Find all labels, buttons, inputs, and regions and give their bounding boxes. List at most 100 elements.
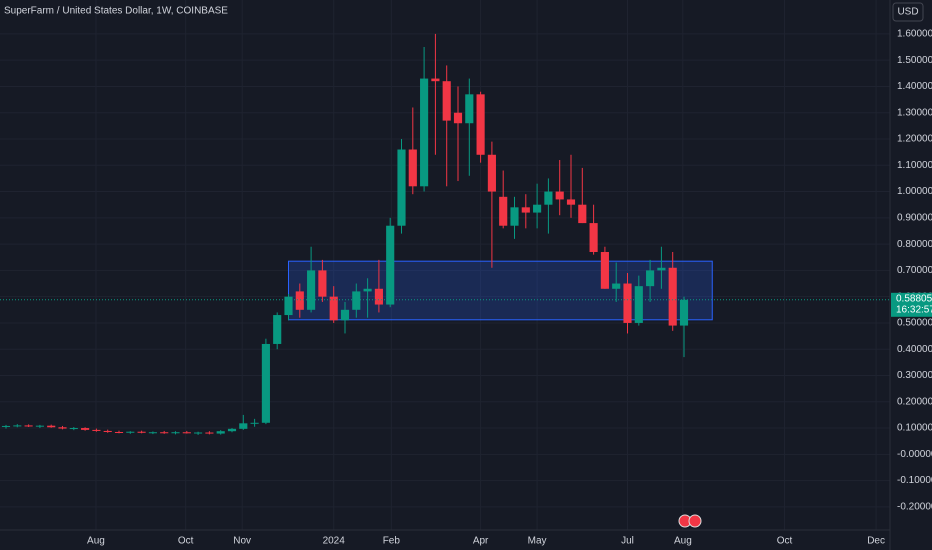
candle-body (600, 251, 609, 289)
candle-body (239, 423, 248, 429)
candle-body (307, 270, 316, 310)
candle-body (340, 309, 350, 321)
candle-body (386, 225, 395, 305)
candle-body (544, 191, 553, 205)
y-tick-label: 1.20000 (897, 134, 932, 145)
candle-body (533, 204, 542, 213)
candle-body (623, 283, 632, 323)
candle-body (216, 431, 225, 434)
candle-body (397, 149, 406, 226)
currency-button[interactable] (892, 2, 924, 22)
x-tick-label: Apr (473, 536, 489, 547)
y-tick-label: -0.10000 (897, 475, 932, 486)
candle-body (521, 207, 530, 213)
y-tick-label: -0.00000 (897, 449, 932, 460)
last-price-label: 0.58805 (896, 293, 932, 304)
candle-body (81, 428, 90, 430)
candle-body (431, 78, 440, 82)
candle-body (24, 425, 33, 427)
candle-body (47, 425, 56, 428)
y-tick-label: 1.60000 (897, 29, 932, 40)
candle-body (250, 422, 259, 424)
candle-body (476, 94, 485, 155)
candle-body (1, 425, 11, 427)
candle-body (148, 432, 157, 434)
candle-body (171, 432, 180, 434)
y-tick-label: 0.10000 (897, 423, 932, 434)
x-tick-label: 2024 (323, 536, 346, 547)
event-icons[interactable] (678, 514, 702, 528)
x-tick-label: May (528, 536, 547, 547)
candle-body (453, 112, 463, 124)
candle-body (261, 343, 270, 423)
y-tick-label: 0.30000 (897, 370, 932, 381)
candle-body (295, 291, 304, 310)
candle-body (555, 191, 564, 200)
candle-body (160, 432, 169, 434)
last-price-badge (891, 292, 932, 317)
countdown-label: 16:32:57 (896, 304, 932, 315)
x-tick-label: Jul (621, 536, 634, 547)
candle-body (487, 154, 496, 192)
y-tick-label: 1.40000 (897, 81, 932, 92)
y-tick-label: 1.00000 (897, 186, 932, 197)
candle-body (578, 204, 587, 224)
chart-title: SuperFarm / United States Dollar, 1W, CO… (4, 6, 228, 17)
candle-body (679, 299, 689, 326)
candle-body (182, 432, 191, 434)
candle-body (668, 267, 677, 326)
candle-body (589, 223, 598, 252)
y-tick-label: 0.70000 (897, 265, 932, 276)
candle-body (126, 431, 135, 433)
candle-body (227, 428, 237, 432)
currency-label[interactable]: USD (897, 7, 918, 18)
candle-body (646, 270, 655, 287)
candle-body (612, 283, 621, 289)
y-tick-label: 0.90000 (897, 212, 932, 223)
candle-body (58, 427, 67, 429)
candle-body (194, 432, 203, 434)
candle-body (273, 315, 282, 344)
candle-body (465, 94, 474, 124)
y-tick-label: 1.10000 (897, 160, 932, 171)
candle-body (318, 270, 327, 297)
y-tick-label: 1.50000 (897, 55, 932, 66)
candle-body (92, 429, 101, 431)
x-tick-label: Aug (674, 536, 692, 547)
y-tick-label: -0.20000 (897, 502, 932, 513)
candle-body (566, 199, 576, 205)
candle-body (634, 286, 643, 323)
candle-body (363, 288, 372, 292)
x-tick-label: Feb (383, 536, 401, 547)
candle-body (499, 196, 508, 226)
candle-body (352, 291, 361, 310)
y-tick-label: 0.50000 (897, 318, 932, 329)
candle-body (329, 296, 338, 321)
y-tick-label: 0.80000 (897, 239, 932, 250)
candle-body (510, 207, 519, 226)
candle-body (657, 267, 666, 271)
x-tick-label: Oct (178, 536, 194, 547)
y-tick-label: 0.40000 (897, 344, 932, 355)
candle-body (442, 81, 451, 121)
candle-body (420, 78, 429, 187)
candle-body (408, 149, 417, 187)
candle-body (103, 430, 112, 432)
x-tick-label: Dec (867, 536, 885, 547)
x-tick-label: Nov (233, 536, 251, 547)
candle-body (35, 425, 44, 427)
event-icon[interactable] (688, 514, 702, 528)
candle-body (114, 431, 124, 433)
candle-body (284, 296, 293, 316)
candle-body (13, 425, 22, 427)
x-tick-label: Aug (87, 536, 105, 547)
x-tick-label: Oct (777, 536, 793, 547)
zone-box (288, 260, 713, 321)
candle-body (374, 288, 383, 305)
candle-body (205, 432, 214, 434)
plot-area (0, 33, 890, 435)
y-tick-label: 1.30000 (897, 107, 932, 118)
candle-body (137, 431, 146, 433)
